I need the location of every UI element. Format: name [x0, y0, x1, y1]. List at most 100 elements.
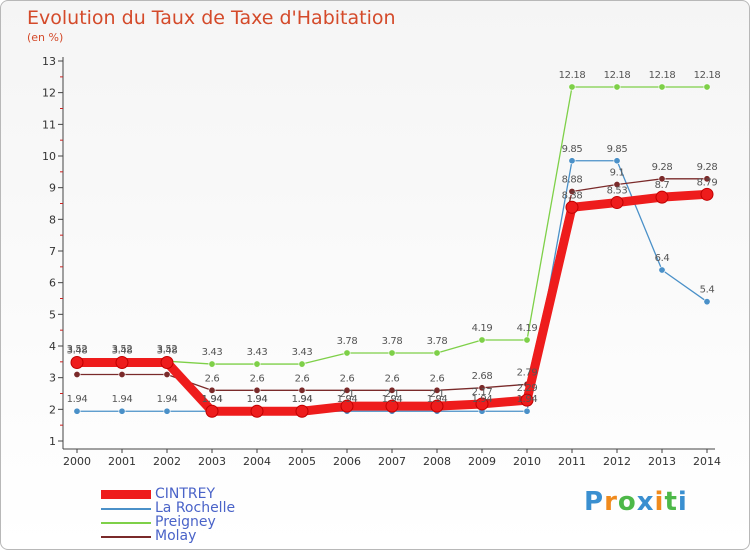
data-point — [478, 384, 486, 392]
data-point — [658, 266, 666, 274]
legend-swatch — [101, 536, 151, 538]
series-molay — [73, 175, 711, 394]
x-tick-label: 2003 — [198, 455, 226, 468]
data-label: 9.85 — [607, 144, 628, 155]
data-label: 8.88 — [562, 174, 583, 185]
y-tick-label: 12 — [42, 87, 56, 100]
data-point — [385, 399, 399, 413]
data-label: 1.94 — [382, 394, 403, 405]
data-label: 1.94 — [472, 394, 493, 405]
data-label: 12.18 — [694, 70, 721, 81]
data-label: 3.52 — [157, 344, 178, 355]
data-label: 3.78 — [427, 336, 448, 347]
data-label: 5.4 — [700, 285, 715, 296]
data-label: 12.18 — [649, 70, 676, 81]
logo-letter: i — [654, 487, 665, 517]
data-label: 9.1 — [610, 168, 625, 179]
data-point — [70, 355, 84, 369]
data-label: 3.48 — [112, 345, 133, 356]
data-label: 12.18 — [604, 70, 631, 81]
data-point — [523, 336, 531, 344]
data-label: 1.94 — [112, 394, 133, 405]
data-label: 3.48 — [67, 345, 88, 356]
legend-label: Preigney — [155, 514, 216, 530]
data-label: 3.48 — [157, 345, 178, 356]
data-point — [388, 349, 396, 357]
data-point — [388, 386, 396, 394]
y-tick-label: 2 — [49, 403, 56, 416]
data-label: 3.52 — [112, 344, 133, 355]
data-point — [475, 397, 489, 411]
legend-swatch — [101, 522, 151, 524]
y-tick-label: 6 — [49, 277, 56, 290]
series-layer — [70, 83, 714, 418]
y-tick-label: 9 — [49, 182, 56, 195]
data-point — [613, 157, 621, 165]
series-cintrey — [70, 187, 714, 418]
y-tick-label: 7 — [49, 245, 56, 258]
x-tick-label: 2004 — [243, 455, 271, 468]
data-point — [208, 360, 216, 368]
data-label: 2.6 — [340, 373, 355, 384]
x-tick-label: 2001 — [108, 455, 136, 468]
data-point — [298, 360, 306, 368]
data-point — [118, 407, 126, 415]
data-label: 8.53 — [607, 186, 628, 197]
data-label: 1.94 — [202, 394, 223, 405]
x-tick-label: 2008 — [423, 455, 451, 468]
logo-letter: t — [664, 487, 678, 517]
y-tick-label: 11 — [42, 118, 56, 131]
data-label: 1.94 — [292, 394, 313, 405]
x-tick-label: 2011 — [558, 455, 586, 468]
data-point — [520, 393, 534, 407]
data-point — [250, 404, 264, 418]
data-label: 1.94 — [157, 394, 178, 405]
legend-swatch — [101, 490, 151, 499]
x-tick-label: 2014 — [693, 455, 721, 468]
x-tick-label: 2009 — [468, 455, 496, 468]
data-label: 2.1 — [340, 389, 355, 400]
data-point — [478, 336, 486, 344]
data-label: 2.6 — [295, 373, 310, 384]
data-label: 1.94 — [427, 394, 448, 405]
legend-swatch — [101, 508, 151, 510]
series-preigney — [73, 83, 711, 368]
x-tick-label: 2002 — [153, 455, 181, 468]
data-label: 2.29 — [517, 383, 538, 394]
data-label: 3.43 — [202, 347, 223, 358]
data-label: 9.85 — [562, 144, 583, 155]
x-tick-label: 2013 — [648, 455, 676, 468]
data-label: 1.94 — [202, 394, 223, 405]
data-point — [433, 386, 441, 394]
y-axis-unit-label: (en %) — [27, 31, 64, 44]
data-point — [655, 190, 669, 204]
data-point — [340, 399, 354, 413]
data-point — [703, 298, 711, 306]
data-label: 2.1 — [385, 389, 400, 400]
data-label: 1.94 — [67, 394, 88, 405]
data-point — [700, 187, 714, 201]
logo-letter: r — [604, 487, 618, 517]
data-label: 1.94 — [247, 394, 268, 405]
data-point — [568, 157, 576, 165]
data-label: 9.28 — [652, 162, 673, 173]
data-point — [118, 370, 126, 378]
data-point — [703, 175, 711, 183]
data-point — [208, 386, 216, 394]
x-tick-label: 2006 — [333, 455, 361, 468]
data-point — [343, 349, 351, 357]
data-point — [295, 404, 309, 418]
data-label: 1.94 — [337, 394, 358, 405]
logo-letter: x — [636, 487, 655, 517]
data-point — [613, 181, 621, 189]
data-point — [433, 349, 441, 357]
data-label: 3.43 — [247, 347, 268, 358]
data-label: 2.79 — [517, 367, 538, 378]
y-tick-label: 4 — [49, 340, 56, 353]
data-point — [73, 407, 81, 415]
data-label: 2.17 — [472, 387, 493, 398]
data-point — [568, 187, 576, 195]
